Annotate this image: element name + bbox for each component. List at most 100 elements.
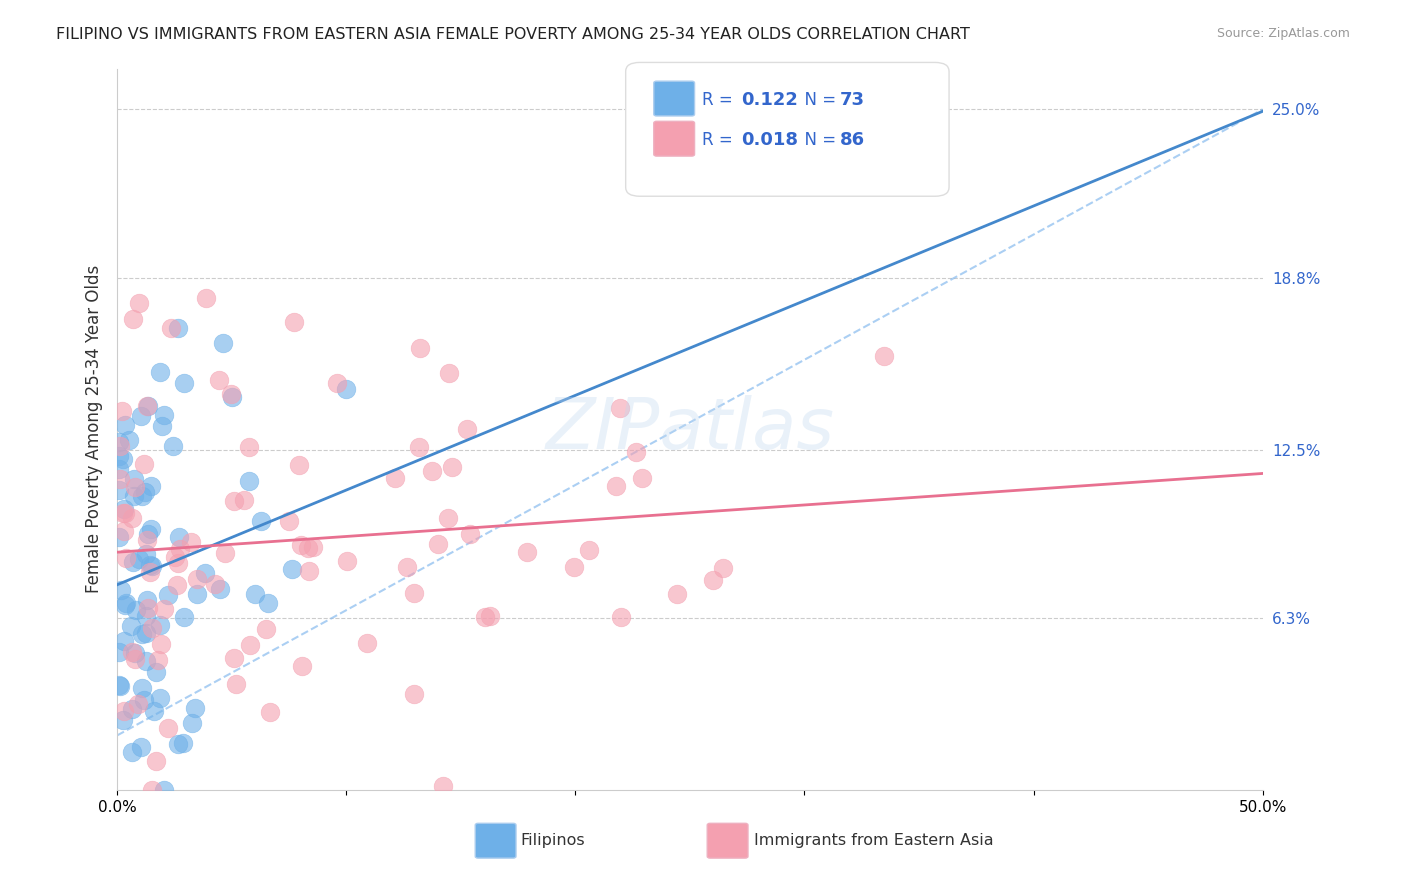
Point	[301, 540, 323, 554]
Point	[108, 645, 131, 659]
Point	[131, 627, 153, 641]
Point	[108, 483, 131, 497]
Point	[152, 782, 174, 797]
Point	[166, 578, 188, 592]
Point	[460, 527, 482, 541]
Point	[408, 440, 430, 454]
Point	[131, 489, 153, 503]
Point	[112, 704, 135, 718]
Point	[136, 399, 159, 413]
Point	[136, 593, 159, 607]
Point	[121, 645, 143, 659]
Point	[186, 572, 208, 586]
Point	[128, 296, 150, 310]
Point	[131, 681, 153, 695]
Point	[153, 408, 176, 422]
Point	[141, 621, 163, 635]
Point	[108, 462, 131, 476]
Point	[219, 387, 242, 401]
Point	[124, 646, 146, 660]
Point	[110, 582, 132, 597]
Point	[129, 740, 152, 755]
Point	[127, 697, 149, 711]
Point	[139, 565, 162, 579]
Point	[626, 444, 648, 458]
Point	[173, 376, 195, 390]
Point	[148, 365, 170, 379]
Point	[115, 596, 138, 610]
Point	[186, 587, 208, 601]
Point	[121, 701, 143, 715]
Point	[162, 438, 184, 452]
Point	[195, 292, 218, 306]
Point	[129, 409, 152, 424]
Point	[396, 560, 419, 574]
Point	[222, 651, 245, 665]
Text: 0.122: 0.122	[741, 91, 797, 109]
Text: N =: N =	[794, 91, 842, 109]
Point	[610, 609, 633, 624]
Point	[124, 652, 146, 666]
Point	[135, 547, 157, 561]
Point	[110, 404, 132, 418]
Point	[873, 350, 896, 364]
Point	[173, 610, 195, 624]
Point	[297, 541, 319, 555]
Point	[108, 450, 131, 464]
Point	[149, 691, 172, 706]
Point	[120, 619, 142, 633]
Point	[121, 555, 143, 569]
Point	[139, 479, 162, 493]
Point	[146, 653, 169, 667]
Point	[281, 562, 304, 576]
Point	[225, 677, 247, 691]
Point	[132, 693, 155, 707]
Text: 0.018: 0.018	[741, 131, 799, 149]
Point	[184, 701, 207, 715]
Point	[384, 471, 406, 485]
Point	[256, 596, 278, 610]
Point	[278, 514, 301, 528]
Point	[479, 609, 502, 624]
Point	[239, 638, 262, 652]
Point	[474, 610, 496, 624]
Point	[402, 687, 425, 701]
Point	[112, 507, 135, 521]
Point	[167, 530, 190, 544]
Point	[157, 589, 180, 603]
Point	[224, 493, 246, 508]
Point	[128, 552, 150, 566]
Point	[605, 479, 627, 493]
Text: Filipinos: Filipinos	[520, 833, 585, 847]
Point	[356, 636, 378, 650]
Point	[149, 637, 172, 651]
Point	[166, 321, 188, 335]
Point	[254, 622, 277, 636]
Point	[135, 609, 157, 624]
Point	[408, 342, 430, 356]
Point	[609, 401, 631, 416]
Point	[172, 736, 194, 750]
Text: N =: N =	[794, 131, 842, 149]
Text: ZIPatlas: ZIPatlas	[546, 394, 834, 464]
Point	[437, 510, 460, 524]
Point	[238, 440, 260, 454]
Point	[432, 779, 454, 793]
Point	[456, 422, 478, 436]
Point	[166, 737, 188, 751]
Point	[121, 745, 143, 759]
Point	[630, 471, 652, 485]
Point	[578, 542, 600, 557]
Point	[516, 545, 538, 559]
Point	[156, 721, 179, 735]
Point	[114, 506, 136, 520]
Point	[138, 601, 160, 615]
Point	[112, 501, 135, 516]
Text: R =: R =	[702, 131, 738, 149]
Point	[243, 587, 266, 601]
Point	[212, 336, 235, 351]
Point	[180, 716, 202, 731]
Text: 73: 73	[839, 91, 865, 109]
Point	[221, 390, 243, 404]
Point	[209, 582, 232, 597]
